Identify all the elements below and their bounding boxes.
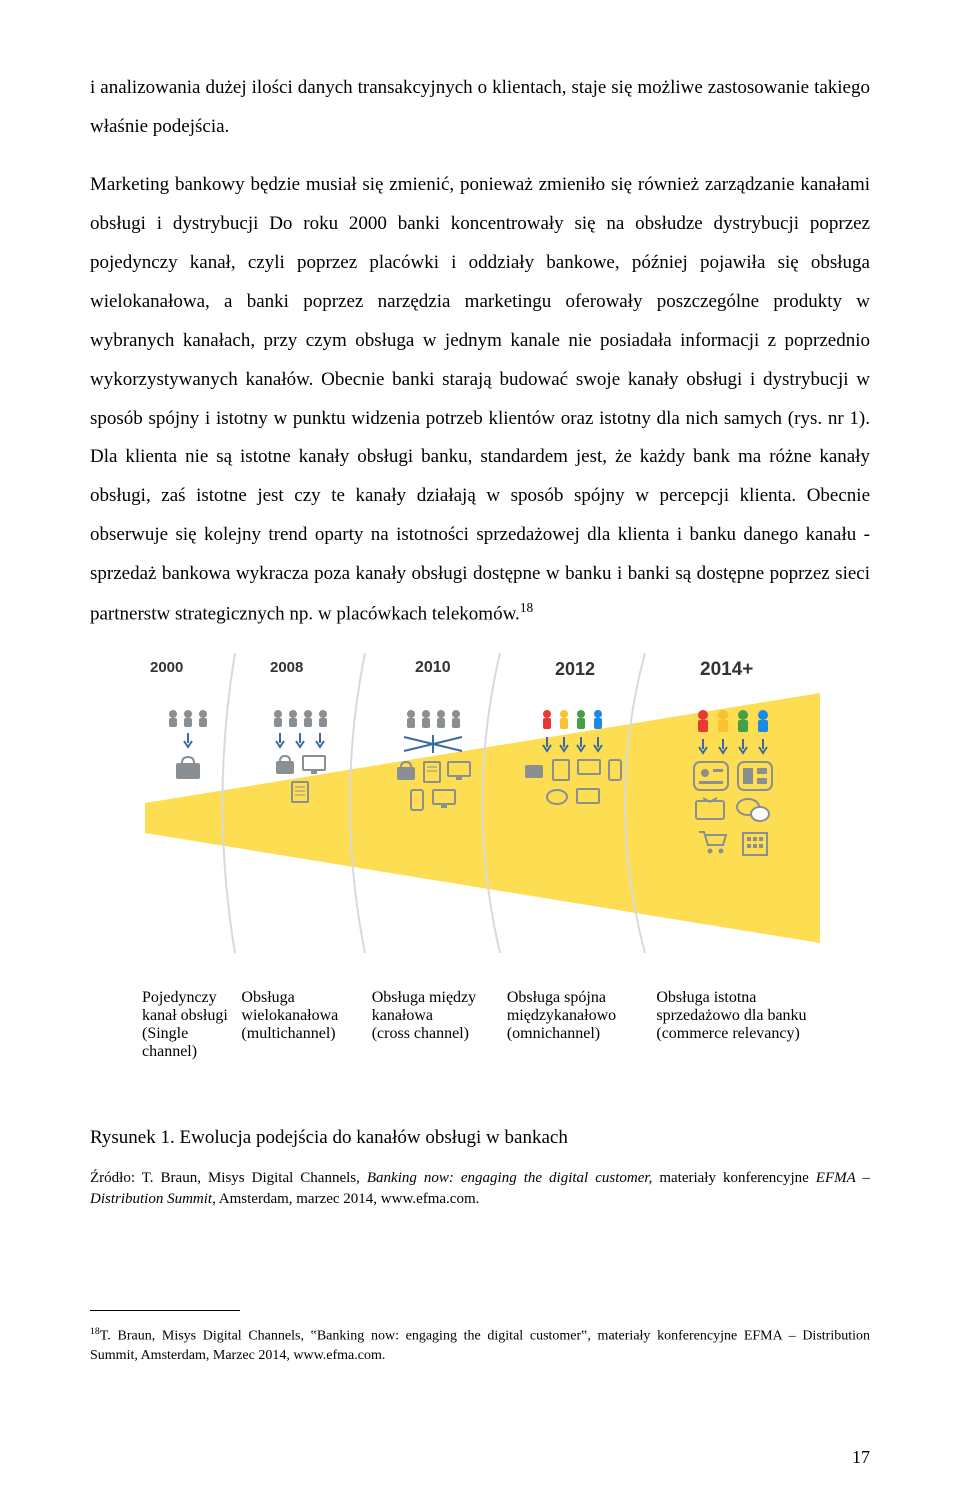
cart-icon [697,829,727,855]
building-icon [741,829,769,857]
bag-icon [523,759,545,779]
monitor-icon [302,755,326,775]
footnote-separator [90,1310,240,1311]
year-label: 2000 [150,659,183,676]
bag-icon [395,761,417,781]
footnote-ref: 18 [520,600,533,615]
arrows-down-icon [693,739,773,755]
chat-bubbles-icon [735,797,771,823]
paragraph-1: i analizowania dużej ilości danych trans… [90,69,870,147]
arrow-down-icon [182,733,194,749]
caption-2012: Obsługa spójna międzykanałowo(omnichanne… [497,989,647,1061]
people-colored-icon [693,709,773,733]
chat-icon [545,788,569,808]
timeline: 2000 2008 2010 2012 2014+ [140,653,820,1053]
page-number: 17 [852,1447,870,1468]
arrows-down-icon [270,733,330,749]
monitor-icon [577,759,601,779]
monitor-icon [447,761,471,781]
year-label: 2012 [555,659,595,680]
paragraph-2: Marketing bankowy będzie musiał się zmie… [90,166,870,635]
paragraph-2-text: Marketing bankowy będzie musiał się zmie… [90,174,870,625]
year-label: 2014+ [700,659,753,681]
document-icon [423,761,441,783]
bag-icon [274,755,296,775]
tv-icon [695,797,725,821]
year-label: 2010 [415,659,451,677]
caption-2014: Obsługa istotna sprzedażowo dla banku(co… [646,989,820,1061]
figure-source: Źródło: T. Braun, Misys Digital Channels… [90,1168,870,1210]
figure-evolution-diagram: 2000 2008 2010 2012 2014+ [140,653,820,1053]
rounded-panel-icon [737,761,773,791]
document-icon [552,759,570,781]
document-icon [291,781,309,803]
people-icon [270,709,330,727]
footnote-18: 18T. Braun, Misys Digital Channels, ‟Ban… [90,1325,870,1365]
caption-2008: Obsługa wielokanałowa(multichannel) [233,989,361,1061]
arrows-down-icon [538,737,608,753]
people-icon [165,709,211,727]
people-icon [403,709,463,729]
people-colored-icon [538,709,608,731]
caption-2010: Obsługa między kanałowa(cross channel) [362,989,497,1061]
rounded-panel-icon [693,761,729,791]
phone-icon [608,759,622,781]
year-label: 2008 [270,659,303,676]
bag-icon [173,755,203,781]
figure-caption: Rysunek 1. Ewolucja podejścia do kanałów… [90,1127,870,1149]
monitor-icon [432,789,456,809]
monitor-icon [576,788,600,808]
phone-icon [410,789,424,811]
caption-2000: Pojedynczy kanał obsługi(Single channel) [140,989,233,1061]
cross-arrows-icon [398,735,468,755]
